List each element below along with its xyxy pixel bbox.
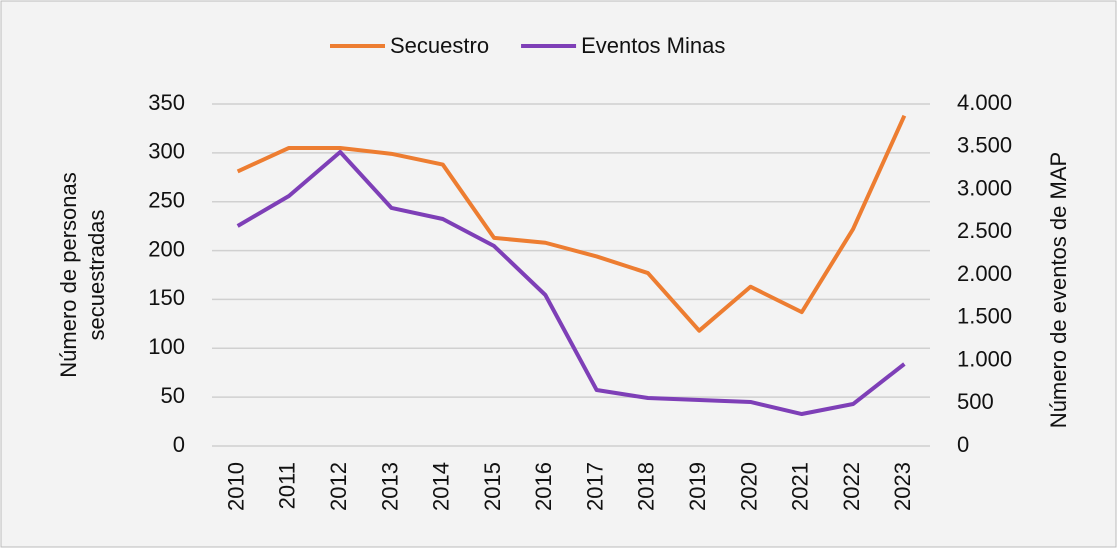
y-tick-label: 0 [173, 432, 185, 457]
y-axis-title: Número de personas [56, 172, 81, 377]
x-tick-label: 2020 [736, 462, 761, 511]
x-tick-label: 2012 [326, 462, 351, 511]
x-tick-label: 2016 [531, 462, 556, 511]
y2-tick-label: 1.000 [957, 346, 1012, 371]
x-tick-label: 2017 [582, 462, 607, 511]
x-tick-label: 2018 [634, 462, 659, 511]
line-series [236, 114, 907, 333]
y-tick-label: 50 [161, 383, 185, 408]
x-tick-label: 2010 [223, 462, 248, 511]
y-tick-label: 100 [148, 334, 185, 359]
legend-label: Eventos Minas [581, 33, 725, 58]
x-tick-label: 2019 [685, 462, 710, 511]
y2-tick-label: 3.000 [957, 175, 1012, 200]
y-tick-label: 200 [148, 236, 185, 261]
y2-tick-label: 500 [957, 389, 994, 414]
x-tick-label: 2023 [890, 462, 915, 511]
y-tick-label: 250 [148, 188, 185, 213]
legend-label: Secuestro [390, 33, 489, 58]
x-tick-label: 2021 [788, 462, 813, 511]
x-tick-label: 2022 [839, 462, 864, 511]
y2-tick-label: 0 [957, 432, 969, 457]
y2-axis-title: Número de eventos de MAP [1046, 152, 1071, 428]
y-tick-label: 350 [148, 90, 185, 115]
x-tick-label: 2011 [275, 462, 300, 509]
y-axis-title: secuestradas [84, 210, 109, 341]
y-tick-label: 150 [148, 285, 185, 310]
x-tick-label: 2015 [480, 462, 505, 511]
y2-tick-label: 2.500 [957, 218, 1012, 243]
y2-tick-label: 1.500 [957, 304, 1012, 329]
y2-tick-label: 2.000 [957, 261, 1012, 286]
x-tick-label: 2014 [429, 462, 454, 511]
line-series [236, 149, 906, 417]
x-tick-label: 2013 [377, 462, 402, 511]
y-tick-label: 300 [148, 139, 185, 164]
y2-tick-label: 3.500 [957, 133, 1012, 158]
y2-tick-label: 4.000 [957, 90, 1012, 115]
